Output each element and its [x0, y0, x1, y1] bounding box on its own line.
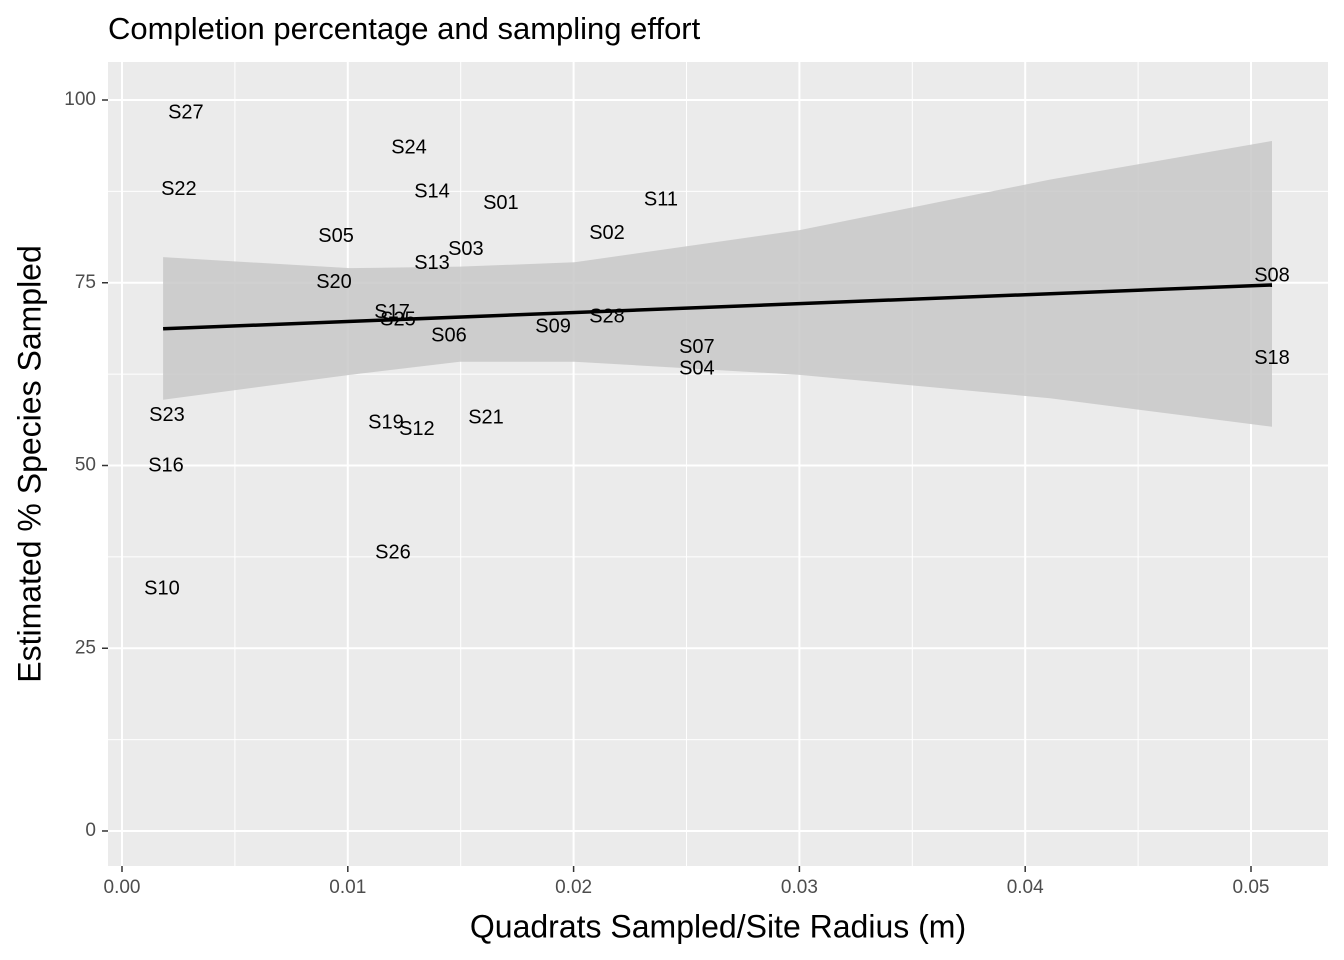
- x-tick-label: 0.01: [329, 877, 366, 898]
- point-label: S12: [399, 418, 435, 440]
- point-label: S05: [318, 225, 354, 247]
- point-label: S06: [431, 324, 467, 346]
- point-label: S11: [644, 188, 678, 210]
- point-label: S14: [414, 180, 450, 202]
- y-axis-title: Estimated % Species Sampled: [11, 245, 47, 683]
- point-label: S07: [679, 336, 715, 358]
- fit-line: [163, 283, 1273, 331]
- point-label: S20: [316, 271, 352, 293]
- point-label: S03: [448, 238, 484, 260]
- point-label: S19: [368, 411, 404, 433]
- x-axis-title: Quadrats Sampled/Site Radius (m): [470, 908, 966, 944]
- x-tick-label: 0.03: [781, 877, 818, 898]
- point-label: S01: [483, 192, 519, 214]
- point-label: S22: [161, 178, 197, 200]
- point-label: S17: [374, 301, 410, 323]
- y-tick-label: 0: [85, 820, 96, 841]
- point-label: S26: [375, 541, 411, 563]
- point-label: S28: [589, 305, 625, 327]
- y-tick-label: 50: [75, 455, 96, 476]
- x-tick-label: 0.05: [1233, 877, 1270, 898]
- x-tick-label: 0.00: [104, 877, 141, 898]
- point-label: S13: [414, 252, 450, 274]
- x-tick-label: 0.04: [1007, 877, 1044, 898]
- point-label: S27: [168, 101, 204, 123]
- point-label: S09: [535, 316, 571, 338]
- x-tick-label: 0.02: [555, 877, 592, 898]
- y-tick-label: 25: [75, 637, 96, 658]
- y-tick-label: 75: [75, 272, 96, 293]
- point-label: S02: [589, 222, 625, 244]
- point-label: S23: [149, 404, 185, 426]
- point-label: S04: [679, 357, 715, 379]
- confidence-band: [163, 140, 1273, 427]
- y-tick-label: 100: [64, 89, 96, 110]
- point-label: S25: [380, 308, 416, 330]
- point-label: S08: [1254, 264, 1290, 286]
- chart-title: Completion percentage and sampling effor…: [108, 11, 701, 46]
- point-label: S24: [391, 137, 427, 159]
- point-label: S18: [1254, 347, 1290, 369]
- point-label: S21: [468, 406, 504, 428]
- point-label: S16: [148, 455, 184, 477]
- point-label: S10: [144, 577, 180, 599]
